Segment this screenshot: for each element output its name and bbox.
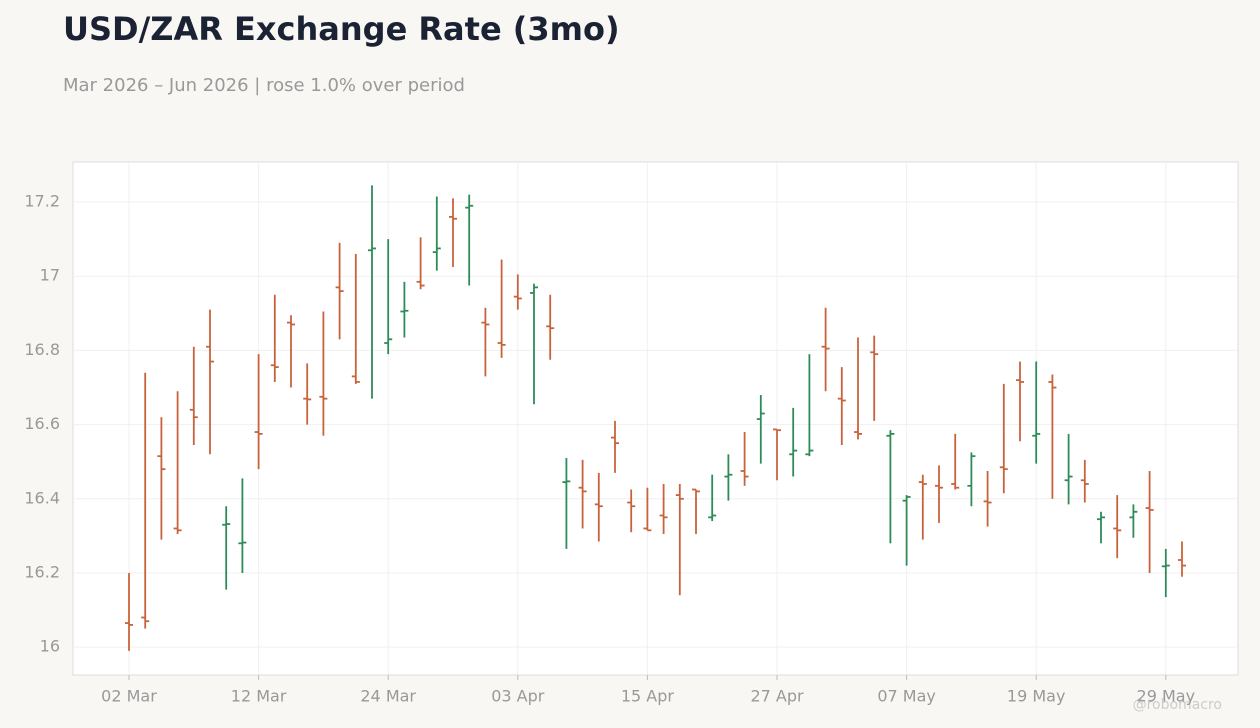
y-tick-label: 16.6 bbox=[24, 414, 60, 433]
x-tick-label: 07 May bbox=[877, 687, 936, 706]
chart-title: USD/ZAR Exchange Rate (3mo) bbox=[63, 10, 620, 48]
chart-subtitle: Mar 2026 – Jun 2026 | rose 1.0% over per… bbox=[63, 75, 465, 96]
y-tick-label: 16.4 bbox=[24, 488, 60, 507]
x-tick-label: 24 Mar bbox=[360, 687, 416, 706]
watermark: @robomacro bbox=[1133, 697, 1222, 713]
x-tick-label: 02 Mar bbox=[101, 687, 157, 706]
x-tick-label: 12 Mar bbox=[231, 687, 287, 706]
plot-area bbox=[72, 161, 1239, 676]
x-tick-label: 27 Apr bbox=[750, 687, 804, 706]
y-tick-label: 17 bbox=[40, 266, 60, 285]
y-tick-label: 16 bbox=[40, 637, 60, 656]
y-tick-label: 16.8 bbox=[24, 340, 60, 359]
x-tick-label: 19 May bbox=[1007, 687, 1066, 706]
y-tick-label: 17.2 bbox=[24, 192, 60, 211]
x-tick-label: 03 Apr bbox=[491, 687, 545, 706]
y-tick-label: 16.2 bbox=[24, 562, 60, 581]
x-tick-label: 15 Apr bbox=[621, 687, 675, 706]
x-tick-label: 29 May bbox=[1137, 687, 1196, 706]
